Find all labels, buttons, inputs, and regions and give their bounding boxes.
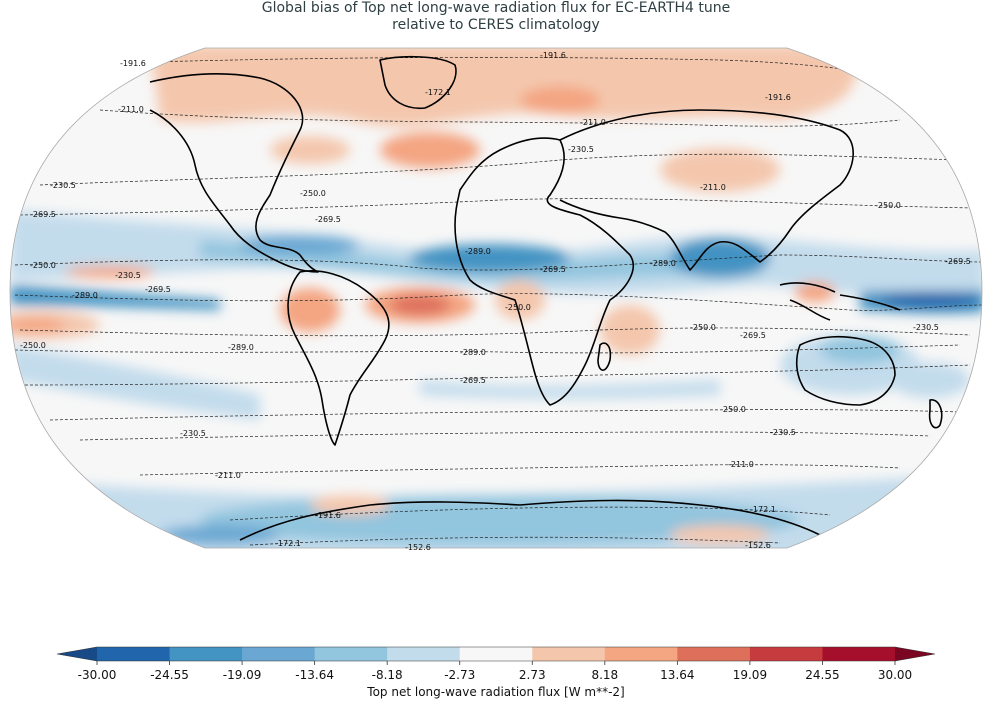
colorbar-under-extend xyxy=(57,647,97,661)
colorbar-segment xyxy=(604,647,678,661)
contour-label: -250.0 xyxy=(300,189,326,198)
asia-coast xyxy=(559,109,854,271)
colorbar-tick-label: -8.18 xyxy=(372,668,403,682)
contour-label: -191.6 xyxy=(765,93,791,102)
contour-label: -289.0 xyxy=(465,247,491,256)
contour-label: -269.5 xyxy=(945,257,971,266)
contour-label: -152.6 xyxy=(745,541,771,550)
contour-label: -269.5 xyxy=(145,285,171,294)
colorbar-tick-label: 24.55 xyxy=(805,668,839,682)
colorbar-tick-label: 30.00 xyxy=(878,668,912,682)
contour-label: -230.5 xyxy=(50,181,76,190)
contour-label: -269.5 xyxy=(540,265,566,274)
globe-outline xyxy=(9,47,983,549)
new-zealand-coast xyxy=(928,399,943,429)
contour-label: -289.0 xyxy=(650,259,676,268)
contour-label: -230.5 xyxy=(568,145,594,154)
title-line-2: relative to CERES climatology xyxy=(392,17,600,33)
colorbar-tick-label: 13.64 xyxy=(660,668,694,682)
colorbar-tick-label: -24.55 xyxy=(150,668,189,682)
colorbar: -30.00 -24.55 -19.09 -13.64 -8.18 -2.73 2.73 8.… xyxy=(56,646,936,699)
colorbar-tick-label: -13.64 xyxy=(295,668,334,682)
colorbar-segment xyxy=(242,647,316,661)
contour-label: -289.0 xyxy=(460,348,486,357)
contour-label: -211.0 xyxy=(700,183,726,192)
contour-label: -230.5 xyxy=(913,323,939,332)
contour-label: -250.0 xyxy=(30,261,56,270)
contour-label: -211.0 xyxy=(118,105,144,114)
coastlines xyxy=(149,55,943,541)
colorbar-segment xyxy=(97,647,171,661)
colorbar-segment xyxy=(387,647,461,661)
colorbar-segment xyxy=(314,647,388,661)
colorbar-segment xyxy=(822,647,896,661)
contour-label: -250.0 xyxy=(20,341,46,350)
title-line-1: Global bias of Top net long-wave radiati… xyxy=(261,0,731,16)
contour-label: -211.0 xyxy=(728,460,754,469)
contour-label: -172.1 xyxy=(750,505,776,514)
colorbar-segment xyxy=(459,647,533,661)
contour-label: -230.5 xyxy=(770,428,796,437)
chart-title: Global bias of Top net long-wave radiati… xyxy=(0,0,992,34)
contour-label: -250.0 xyxy=(690,323,716,332)
contour-label: -250.0 xyxy=(720,405,746,414)
bias-field xyxy=(10,48,982,548)
contour-label: -211.0 xyxy=(215,471,241,480)
contour-label: -230.5 xyxy=(180,429,206,438)
colorbar-tick-label: 19.09 xyxy=(733,668,767,682)
contour-label: -211.0 xyxy=(580,118,606,127)
antarctica-coast xyxy=(239,499,821,541)
contour-label: -269.5 xyxy=(30,210,56,219)
contour-label-group: -191.6 -191.6 -191.6 -172.1 -211.0 -211.… xyxy=(20,51,971,552)
contour-label: -269.5 xyxy=(740,331,766,340)
contour-label: -152.6 xyxy=(405,543,431,552)
europe-africa-coast xyxy=(454,137,634,406)
australia-coast xyxy=(795,335,896,406)
contour-label: -289.0 xyxy=(228,343,254,352)
contour-label: -230.5 xyxy=(115,271,141,280)
colorbar-tick-label: -30.00 xyxy=(78,668,117,682)
contour-label: -172.1 xyxy=(425,88,451,97)
contour-label: -172.1 xyxy=(275,539,301,548)
contour-label: -269.5 xyxy=(315,215,341,224)
contour-label: -191.6 xyxy=(540,51,566,60)
contour-label: -289.0 xyxy=(72,291,98,300)
maritime-continent-coast xyxy=(779,282,901,321)
contour-label: -250.0 xyxy=(505,303,531,312)
contour-label: -250.0 xyxy=(875,201,901,210)
contour-label: -191.6 xyxy=(120,59,146,68)
colorbar-tick-label: -19.09 xyxy=(223,668,262,682)
colorbar-segment xyxy=(677,647,751,661)
colorbar-tick-label: 8.18 xyxy=(591,668,618,682)
contour-label: -191.6 xyxy=(315,511,341,520)
colorbar-segment xyxy=(532,647,606,661)
south-america-coast xyxy=(287,270,390,446)
colorbar-segment xyxy=(169,647,243,661)
madagascar-coast xyxy=(597,342,612,371)
colorbar-tick-label: -2.73 xyxy=(444,668,475,682)
colorbar-segment xyxy=(749,647,823,661)
contour-label: -269.5 xyxy=(460,376,486,385)
greenland-coast xyxy=(379,55,457,110)
north-america-coast xyxy=(149,73,319,273)
colorbar-label: Top net long-wave radiation flux [W m**-… xyxy=(366,685,624,699)
colorbar-tick-label: 2.73 xyxy=(519,668,546,682)
colorbar-over-extend xyxy=(895,647,935,661)
